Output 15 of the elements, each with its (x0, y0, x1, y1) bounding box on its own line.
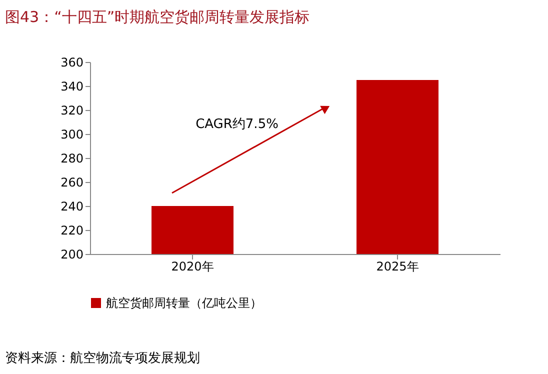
y-tick-label: 260 (60, 176, 84, 190)
y-tick-label: 280 (60, 152, 84, 166)
annotation: CAGR约7.5% (196, 117, 278, 132)
y-tick-label: 200 (60, 248, 84, 262)
x-tick-label: 2020年 (171, 260, 214, 274)
y-tick-label: 300 (60, 128, 84, 142)
x-tick-label: 2025年 (376, 260, 419, 274)
text: 资料来源：航空物流专项发展规划 (5, 350, 200, 366)
legend-label: 航空货邮周转量（亿吨公里） (106, 296, 262, 310)
y-tick-label: 220 (60, 224, 84, 238)
y-tick-label: 320 (60, 104, 84, 118)
y-tick-label: 340 (60, 80, 84, 94)
chart-title: 图43：“十四五”时期航空货邮周转量发展指标 (5, 8, 310, 26)
y-tick-label: 240 (60, 200, 84, 214)
y-tick-label: 360 (60, 56, 84, 70)
